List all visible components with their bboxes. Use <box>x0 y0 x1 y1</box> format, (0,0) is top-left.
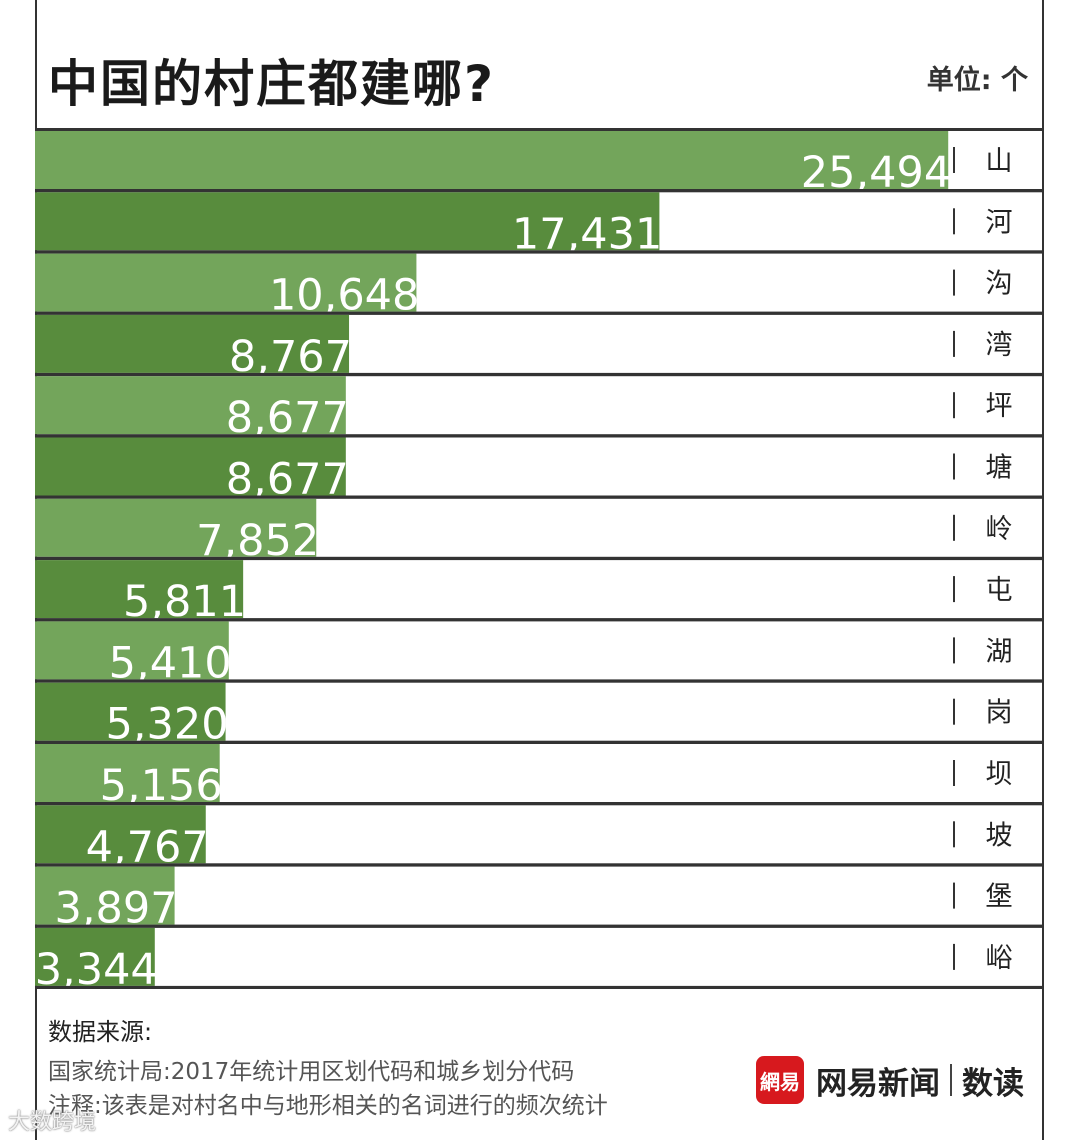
footer: 数据来源: 国家统计局:2017年统计用区划代码和城乡划分代码 注释:该表是对村… <box>48 1012 608 1123</box>
bar-湾 <box>35 314 350 373</box>
bar-塘 <box>35 437 346 496</box>
bar-山 <box>35 131 949 189</box>
row-line <box>35 434 1044 438</box>
bar-湖 <box>35 621 229 680</box>
bar-沟 <box>35 253 417 312</box>
bar-value-label: 3,344 <box>35 945 158 989</box>
category-tick <box>953 208 955 235</box>
row-line <box>35 802 1044 806</box>
row-line <box>35 250 1044 254</box>
category-label: 峪 <box>986 943 1013 974</box>
category-label: 湖 <box>986 636 1013 667</box>
source-line: 国家统计局:2017年统计用区划代码和城乡划分代码 <box>48 1059 575 1085</box>
row-line <box>35 128 1044 131</box>
category-label: 岭 <box>986 514 1013 545</box>
bar-岭 <box>35 498 317 557</box>
category-label: 坪 <box>986 391 1013 422</box>
category-tick <box>953 576 955 603</box>
category-tick <box>953 698 955 725</box>
unit-label: 单位: 个 <box>926 65 1028 96</box>
brand: 網易 网易新闻 数读 <box>756 1056 1024 1104</box>
bar-chart: 25,494 山17,431 河10,648 沟8,767 湾8,677 坪8,677 塘7… <box>35 128 1044 989</box>
category-tick <box>953 269 955 296</box>
bar-峪 <box>35 927 155 986</box>
source-label: 数据来源: <box>48 1018 153 1046</box>
category-tick <box>953 821 955 848</box>
row-line <box>35 556 1044 561</box>
bar-坡 <box>35 805 206 864</box>
row-line <box>35 372 1044 377</box>
row-line <box>35 985 1044 989</box>
row-line <box>35 618 1044 622</box>
note-line: 注释:该表是对村名中与地形相关的名词进行的频次统计 <box>48 1093 608 1119</box>
bar-坪 <box>35 376 346 435</box>
category-label: 坝 <box>986 759 1013 790</box>
row-line <box>35 311 1044 315</box>
row-line <box>35 679 1044 683</box>
category-label: 堡 <box>986 882 1013 913</box>
chart-title: 中国的村庄都建哪? <box>48 55 496 113</box>
row-line <box>35 740 1044 744</box>
category-tick <box>953 514 955 541</box>
category-label: 湾 <box>986 330 1013 361</box>
category-label: 山 <box>986 146 1013 177</box>
watermark: 大数跨境 <box>8 1110 97 1135</box>
category-tick <box>953 943 955 970</box>
category-tick <box>953 760 955 786</box>
bar-河 <box>35 192 660 251</box>
category-label: 坡 <box>986 820 1013 851</box>
category-tick <box>953 147 955 173</box>
category-label: 屯 <box>986 575 1013 606</box>
category-label: 沟 <box>986 269 1013 300</box>
netease-logo-icon: 網易 <box>756 1056 804 1104</box>
row-line <box>35 863 1044 867</box>
category-label: 河 <box>986 207 1013 238</box>
category-tick <box>953 453 955 480</box>
brand-separator <box>950 1064 952 1096</box>
bar-坝 <box>35 744 220 802</box>
category-tick <box>953 637 955 664</box>
category-label: 岗 <box>986 698 1013 729</box>
category-tick <box>953 392 955 419</box>
bar-屯 <box>35 560 244 619</box>
row-line <box>35 189 1044 193</box>
bar-堡 <box>35 866 175 925</box>
brand-name: 网易新闻 <box>816 1065 940 1102</box>
bar-岗 <box>35 682 226 741</box>
category-tick <box>953 330 955 357</box>
brand-sub: 数读 <box>962 1065 1024 1102</box>
category-label: 塘 <box>986 453 1013 484</box>
category-tick <box>953 882 955 909</box>
row-line <box>35 495 1044 499</box>
row-line <box>35 924 1044 928</box>
